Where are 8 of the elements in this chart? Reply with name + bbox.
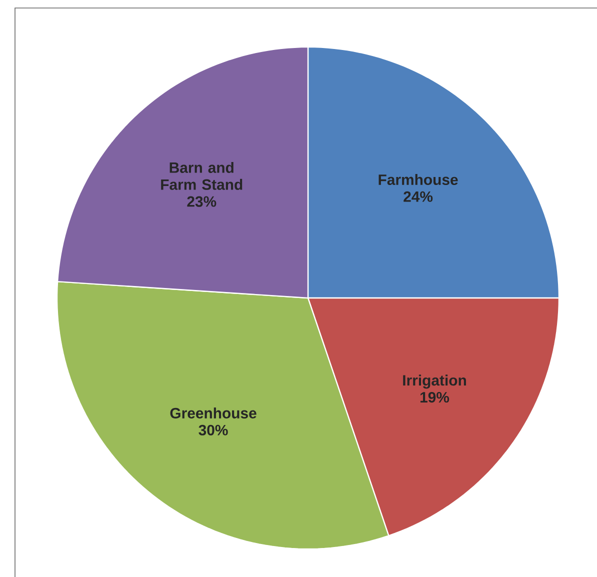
data-label: 24% [404,191,433,202]
slice-label: Farmhouse [378,174,458,185]
data-label: 30% [198,424,228,436]
slice-label: Greenhouse [170,408,256,418]
data-label: 23% [187,196,216,207]
slice-label: Irrigation [403,374,466,389]
slice-label: Barn and Farm Stand [161,162,242,190]
data-label: 19% [420,392,450,403]
